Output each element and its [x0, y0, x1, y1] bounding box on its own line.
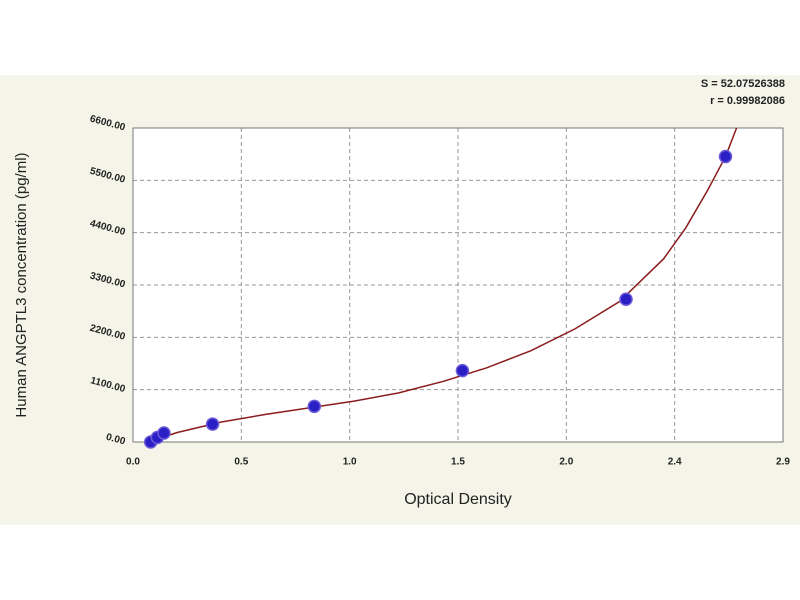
fit-curve	[148, 127, 738, 443]
data-point	[619, 292, 633, 307]
annotation: r = 0.99982086	[710, 95, 785, 107]
y-tick-label: 0.00	[105, 432, 127, 448]
x-tick-label: 1.0	[343, 457, 357, 468]
x-tick-label: 2.9	[776, 457, 790, 468]
plot-border	[132, 127, 784, 443]
x-tick-label: 2.0	[559, 457, 573, 468]
x-axis-label: Optical Density	[404, 491, 512, 508]
data-point	[157, 426, 171, 440]
data-point	[718, 149, 733, 164]
data-point	[307, 399, 322, 414]
x-tick-label: 0.5	[234, 457, 248, 468]
y-axis-label: Human ANGPTL3 concentration (pg/ml)	[13, 152, 30, 417]
data-point	[455, 363, 470, 378]
x-tick-label: 2.4	[668, 457, 682, 468]
x-tick-label: 0.0	[126, 457, 140, 468]
data-point	[205, 417, 220, 431]
x-tick-label: 1.5	[451, 457, 465, 468]
annotation: S = 52.07526388	[701, 78, 785, 90]
